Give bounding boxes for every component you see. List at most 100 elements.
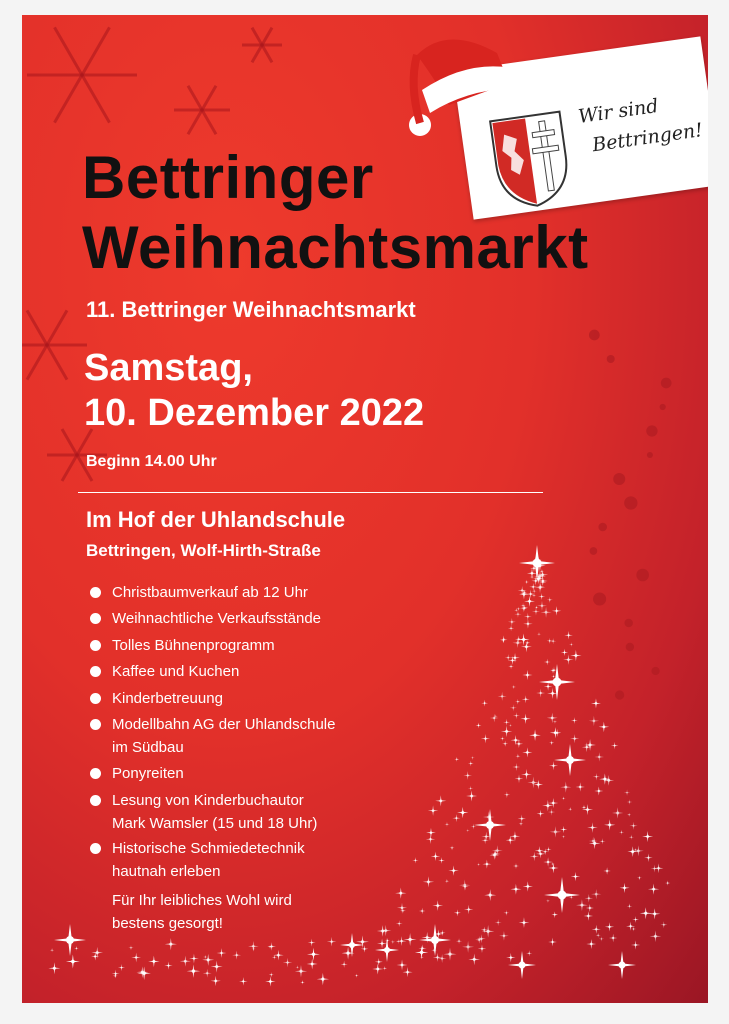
sparkle-glow	[629, 925, 632, 928]
sparkle-glow	[522, 921, 526, 924]
sparkle-glow	[514, 738, 517, 742]
sparkle-glow	[277, 953, 280, 957]
bullet	[90, 640, 101, 651]
star-dot	[625, 642, 635, 652]
sparkle-glow	[602, 725, 606, 729]
sparkle-glow	[270, 945, 273, 948]
sparkle-glow	[526, 622, 530, 626]
sparkle-glow	[446, 823, 448, 825]
program-item: Kaffee und Kuchen	[90, 660, 239, 683]
sparkle-glow	[522, 592, 525, 595]
sparkle-glow	[540, 595, 543, 598]
sparkle-glow	[616, 811, 620, 815]
sparkle-glow	[486, 929, 490, 933]
bullet	[90, 693, 101, 704]
sparkle-glow	[634, 943, 637, 947]
sparkle-glow	[502, 640, 504, 642]
sparkle-glow	[566, 756, 574, 764]
sparkle-glow	[75, 947, 78, 949]
sparkle-glow	[532, 558, 542, 568]
sparkle-glow	[562, 828, 565, 831]
star-dot	[606, 354, 615, 364]
sparkle-glow	[573, 737, 576, 740]
snowflake	[200, 109, 218, 135]
sparkle-glow	[66, 936, 74, 944]
sparkle-glow	[570, 643, 572, 646]
program-item: Christbaumverkauf ab 12 Uhr	[90, 581, 308, 604]
program-item: Historische Schmiedetechnik hautnah erleb…	[90, 837, 305, 883]
sparkle-glow	[544, 850, 546, 853]
sparkle-glow	[446, 880, 448, 882]
sparkle-glow	[601, 840, 604, 843]
sparkle-glow	[597, 789, 600, 793]
date: 10. Dezember 2022	[84, 392, 425, 434]
sparkle-glow	[466, 945, 470, 949]
sparkle-glow	[311, 952, 316, 956]
sparkle-glow	[632, 928, 635, 930]
sparkle-glow	[517, 638, 520, 641]
snowflake	[25, 344, 49, 381]
sparkle-glow	[626, 791, 628, 794]
star-dot	[624, 618, 633, 628]
sparkle-glow	[583, 806, 585, 809]
sparkle-glow	[653, 867, 656, 870]
sparkle-glow	[537, 783, 540, 786]
sparkle-glow	[526, 885, 530, 888]
sparkle-glow	[299, 969, 303, 973]
subtitle: 11. Bettringer Weihnachtsmarkt	[86, 297, 416, 322]
address: Bettringen, Wolf-Hirth-Straße	[86, 541, 321, 560]
sparkle-glow	[585, 745, 588, 749]
bullet	[90, 666, 101, 677]
sparkle-glow	[120, 966, 123, 969]
program-item: Tolles Bühnenprogramm	[90, 634, 275, 657]
sparkle-glow	[296, 966, 298, 968]
sparkle-glow	[533, 594, 535, 597]
program-item-line: Historische Schmiedetechnik	[112, 840, 305, 857]
sparkle-glow	[536, 606, 538, 608]
program-item: Weihnachtliche Verkaufsstände	[90, 607, 321, 630]
program-item-line: im Südbau	[112, 739, 184, 756]
sparkle-glow	[441, 932, 444, 934]
sparkle-glow	[636, 849, 640, 853]
sparkle-glow	[554, 913, 556, 915]
sparkle-glow	[506, 793, 508, 796]
sparkle-glow	[567, 658, 570, 661]
sparkle-glow	[631, 850, 635, 853]
sparkle-glow	[539, 852, 542, 856]
sparkle-glow	[525, 645, 528, 649]
sparkle-glow	[528, 599, 531, 603]
sparkle-glow	[456, 911, 459, 914]
sparkle-glow	[343, 963, 345, 966]
sparkle-glow	[433, 949, 435, 951]
sparkle-glow	[286, 961, 289, 964]
sparkle-glow	[540, 604, 544, 608]
sparkle-glow	[235, 954, 238, 957]
sparkle-glow	[270, 974, 272, 976]
sparkle-glow	[513, 686, 515, 688]
sparkle-glow	[497, 921, 500, 924]
sparkle-glow	[429, 831, 433, 834]
sparkle-glow	[95, 951, 99, 955]
sparkle-glow	[594, 702, 598, 705]
sparkle-glow	[595, 928, 598, 931]
snowflake	[60, 454, 79, 482]
sparkle-glow	[532, 585, 535, 588]
note-line: Für Ihr leibliches Wohl wird	[112, 892, 292, 909]
sparkle-glow	[538, 849, 541, 852]
sparkle-glow	[608, 823, 612, 827]
snowflake	[260, 44, 274, 64]
sparkle-glow	[204, 956, 206, 958]
sparkle-glow	[552, 677, 562, 687]
sparkle-glow	[220, 951, 223, 955]
divider	[78, 492, 543, 493]
sparkle-glow	[527, 642, 529, 644]
sparkle-glow	[252, 944, 255, 948]
sparkle-glow	[533, 733, 537, 737]
bullet	[90, 843, 101, 854]
sparkle-glow	[662, 923, 665, 926]
sparkle-glow	[414, 859, 417, 862]
sparkle-glow	[597, 934, 599, 936]
sparkle-glow	[486, 821, 494, 829]
sparkle-glow	[638, 877, 641, 879]
